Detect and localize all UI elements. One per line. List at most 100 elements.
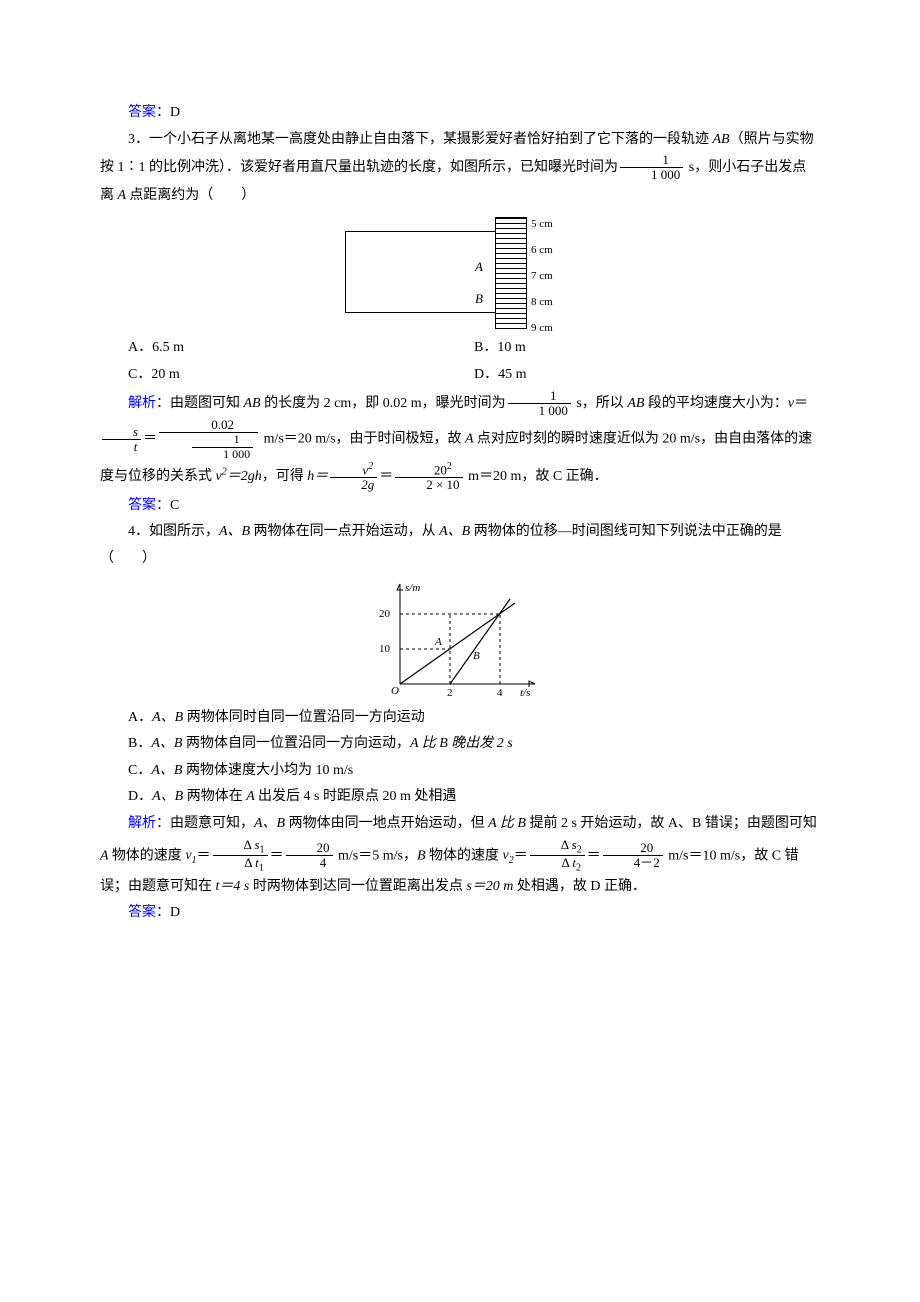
h-eq: h＝ [307, 469, 328, 484]
a: A [246, 789, 258, 804]
ab: A、B [254, 816, 289, 831]
q3-text: 一个小石子从离地某一高度处由静止自由落下，某摄影爱好者恰好拍到了它下落的一段轨迹 [149, 132, 713, 147]
eq3: ＝ [379, 469, 393, 484]
tick-label: 7 cm [531, 271, 553, 282]
document-page: 答案：D 3．一个小石子从离地某一高度处由静止自由落下，某摄影爱好者恰好拍到了它… [0, 0, 920, 1302]
frac-compound: 0.0211 000 [159, 418, 258, 461]
opt-pre: A． [128, 710, 152, 725]
s20: s＝20 m [466, 879, 517, 894]
text: 如图所示， [149, 524, 219, 539]
q4-number: 4． [128, 524, 149, 539]
text: 由题意可知， [170, 816, 254, 831]
text: 物体的速度 [429, 848, 503, 863]
q3-analysis: 解析：由题图可知 AB 的长度为 2 cm，即 0.02 m，曝光时间为11 0… [100, 389, 820, 493]
ab: A、B [151, 736, 186, 751]
b: B [417, 848, 429, 863]
a: A [100, 848, 112, 863]
frac-1-1000: 11 000 [508, 389, 571, 419]
frac-s-t: st [102, 425, 141, 455]
text: 两物体由同一地点开始运动，但 [289, 816, 489, 831]
tick-label: 9 cm [531, 323, 553, 334]
eq: ＝ [794, 396, 808, 411]
opt-suf: A 比 B 晚出发 2 s [410, 736, 513, 751]
answer-label: 答案： [128, 905, 170, 920]
a-b: A 比 B [488, 816, 529, 831]
option-a: A．6.5 m [128, 335, 474, 362]
answer-label: 答案： [128, 498, 170, 513]
answer-value: D [170, 105, 180, 120]
opt-pre: D． [128, 789, 152, 804]
q4-option-d: D．A、B 两物体在 A 出发后 4 s 时距原点 20 m 处相遇 [100, 784, 820, 811]
origin-o: O [391, 685, 399, 697]
analysis-label: 解析： [128, 396, 170, 411]
text: 处相遇，故 D 正确． [517, 879, 646, 894]
q4-option-c: C．A、B 两物体速度大小均为 10 m/s [100, 758, 820, 785]
option-d: D．45 m [474, 362, 820, 389]
pt-a: A [465, 432, 477, 447]
text: 时两物体到达同一位置距离出发点 [253, 879, 467, 894]
ab: A、B [152, 789, 187, 804]
opt-pre: C． [128, 763, 151, 778]
ab: A、B [152, 710, 187, 725]
ab2: AB [627, 396, 644, 411]
frac-ds1-dt1: Δ s1Δ t1 [213, 838, 268, 874]
opt-text: 两物体同时自同一位置沿同一方向运动 [187, 710, 425, 725]
frac-ds2-dt2: Δ s2Δ t2 [530, 838, 585, 874]
q4-stem: 4．如图所示，A、B 两物体在同一点开始运动，从 A、B 两物体的位移—时间图线… [100, 519, 820, 572]
text: 两物体在同一点开始运动，从 [254, 524, 440, 539]
opt-pre: B． [128, 736, 151, 751]
exposure-fraction: 11 000 [620, 153, 683, 183]
analysis-label: 解析： [128, 816, 170, 831]
tick-label: 8 cm [531, 297, 553, 308]
q3-number: 3． [128, 132, 149, 147]
answer-value: C [170, 498, 179, 513]
text: ，可得 [262, 469, 308, 484]
q4-option-b: B．A、B 两物体自同一位置沿同一方向运动，A 比 B 晚出发 2 s [100, 731, 820, 758]
option-b: B．10 m [474, 335, 820, 362]
eqn-v2: v2＝2gh [216, 469, 262, 484]
q3-options: A．6.5 m B．10 m C．20 m D．45 m [100, 335, 820, 388]
option-c: C．20 m [128, 362, 474, 389]
frac-v2-2g: v22g [330, 461, 377, 493]
q4-analysis: 解析：由题意可知，A、B 两物体由同一地点开始运动，但 A 比 B 提前 2 s… [100, 811, 820, 900]
opt-text: 两物体自同一位置沿同一方向运动， [186, 736, 410, 751]
ab: AB [244, 396, 261, 411]
v2: v2 [503, 848, 514, 863]
point-a-label: A [475, 255, 483, 280]
text: 的长度为 2 cm，即 0.02 m，曝光时间为 [261, 396, 506, 411]
q2-answer-line: 答案：D [100, 100, 820, 127]
xtick-2: 2 [447, 687, 453, 699]
q4-graph: A B 20 10 2 4 O s/m t/s [375, 579, 545, 699]
q4-answer-line: 答案：D [100, 900, 820, 927]
ruler-strip [495, 217, 527, 329]
v1: v1 [185, 848, 196, 863]
point-a: A [118, 188, 130, 203]
frac-202-20: 2022 × 10 [395, 461, 462, 493]
opt-suf: 出发后 4 s 时距原点 20 m 处相遇 [258, 789, 456, 804]
q4-option-a: A．A、B 两物体同时自同一位置沿同一方向运动 [100, 705, 820, 732]
q3-answer-line: 答案：C [100, 493, 820, 520]
tick-label: 5 cm [531, 219, 553, 230]
point-b-label: B [475, 287, 483, 312]
text: 物体的速度 [112, 848, 186, 863]
frac-20-2: 204－2 [603, 841, 663, 871]
text: m＝20 m，故 C 正确． [465, 469, 608, 484]
text: m/s＝20 m/s，由于时间极短，故 [260, 432, 465, 447]
answer-value: D [170, 905, 180, 920]
xlabel: t/s [520, 687, 530, 699]
ylabel: s/m [405, 582, 420, 594]
ytick-10: 10 [379, 643, 391, 655]
tick-label: 6 cm [531, 245, 553, 256]
text: 由题图可知 [170, 396, 244, 411]
eq2: ＝ [143, 432, 157, 447]
q3-stem: 3．一个小石子从离地某一高度处由静止自由落下，某摄影爱好者恰好拍到了它下落的一段… [100, 127, 820, 210]
series-b-label: B [473, 650, 480, 662]
ytick-20: 20 [379, 608, 391, 620]
series-a-label: A [434, 636, 442, 648]
text: 段的平均速度大小为： [644, 396, 788, 411]
ab-names: A、B [219, 524, 254, 539]
xtick-4: 4 [497, 687, 503, 699]
text: m/s＝5 m/s， [335, 848, 417, 863]
segment-ab: AB [713, 132, 730, 147]
q3-ruler-figure: 5 cm 6 cm 7 cm 8 cm 9 cm A B [345, 217, 575, 327]
